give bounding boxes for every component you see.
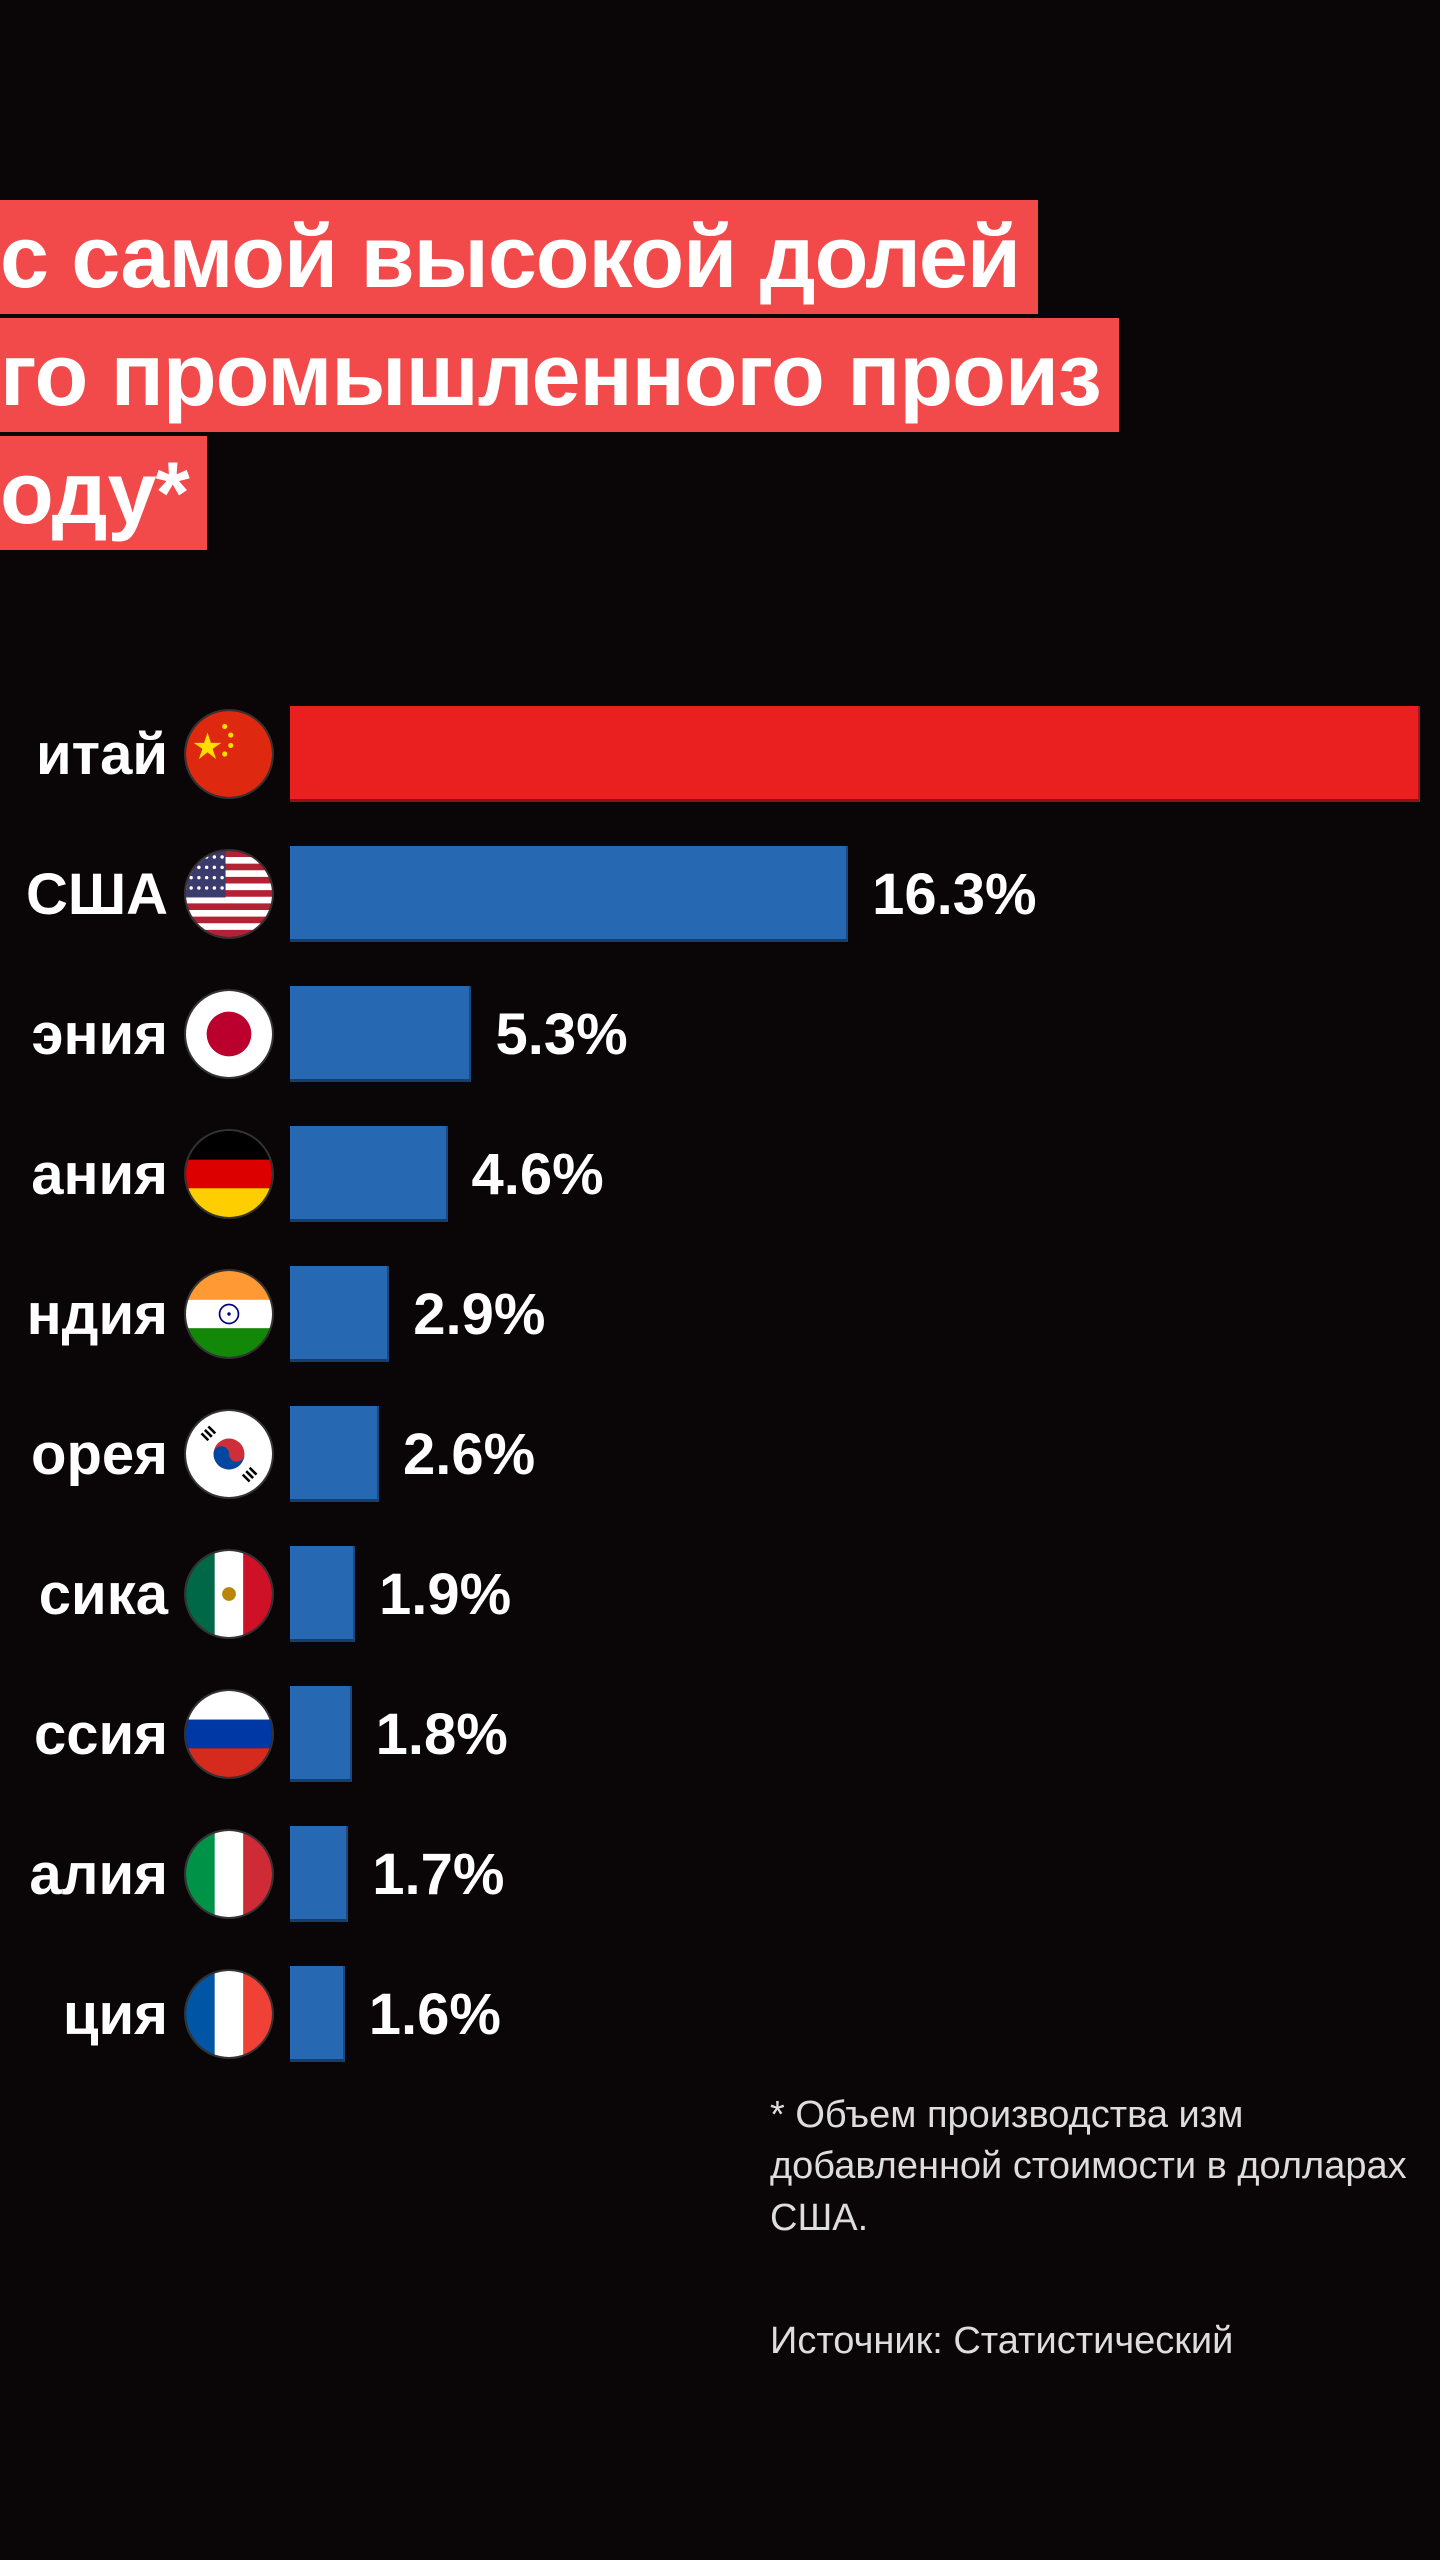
bar-area: 2.9% xyxy=(290,1260,1440,1368)
country-label: сика xyxy=(0,1561,180,1628)
bar xyxy=(290,1966,345,2062)
country-label: алия xyxy=(0,1841,180,1908)
chart-row: ания 4.6% xyxy=(0,1120,1440,1228)
bar xyxy=(290,1266,389,1362)
bar-area: 1.6% xyxy=(290,1960,1440,2068)
country-label: ания xyxy=(0,1141,180,1208)
chart-row: ссия 1.8% xyxy=(0,1680,1440,1788)
bar-area: 5.3% xyxy=(290,980,1440,1088)
flag-de-icon xyxy=(184,1129,274,1219)
country-label: эния xyxy=(0,1001,180,1068)
flag-ru-icon xyxy=(184,1689,274,1779)
title-line-1: с самой высокой долей xyxy=(0,200,1038,314)
bar xyxy=(290,1126,448,1222)
bar-area: 2.6% xyxy=(290,1400,1440,1508)
bar-area: 1.8% xyxy=(290,1680,1440,1788)
source: Источник: Статистический xyxy=(770,2320,1430,2363)
value-label: 1.8% xyxy=(376,1701,508,1768)
chart-row: ция 1.6% xyxy=(0,1960,1440,2068)
value-label: 5.3% xyxy=(495,1001,627,1068)
bar xyxy=(290,706,1420,802)
value-label: 4.6% xyxy=(472,1141,604,1208)
bar-area xyxy=(290,700,1440,808)
value-label: 2.6% xyxy=(403,1421,535,1488)
chart-row: итай xyxy=(0,700,1440,808)
footnote: * Объем производства изм добавленной сто… xyxy=(770,2090,1430,2244)
bar-chart: итай США 16.3% эния 5.3% ания 4.6% ндия 2.9% ор… xyxy=(0,700,1440,2100)
title-block: с самой высокой долей го промышленного п… xyxy=(0,200,1119,554)
flag-kr-icon xyxy=(184,1409,274,1499)
value-label: 1.9% xyxy=(379,1561,511,1628)
chart-row: сика 1.9% xyxy=(0,1540,1440,1648)
bar xyxy=(290,986,471,1082)
bar xyxy=(290,846,848,942)
bar xyxy=(290,1826,348,1922)
flag-cn-icon xyxy=(184,709,274,799)
bar-area: 1.7% xyxy=(290,1820,1440,1928)
country-label: США xyxy=(0,861,180,928)
chart-row: орея 2.6% xyxy=(0,1400,1440,1508)
flag-jp-icon xyxy=(184,989,274,1079)
infographic-page: с самой высокой долей го промышленного п… xyxy=(0,0,1440,2560)
chart-row: алия 1.7% xyxy=(0,1820,1440,1928)
flag-in-icon xyxy=(184,1269,274,1359)
country-label: орея xyxy=(0,1421,180,1488)
chart-row: ндия 2.9% xyxy=(0,1260,1440,1368)
flag-mx-icon xyxy=(184,1549,274,1639)
country-label: ция xyxy=(0,1981,180,2048)
value-label: 16.3% xyxy=(872,861,1036,928)
value-label: 1.6% xyxy=(369,1981,501,2048)
bar-area: 1.9% xyxy=(290,1540,1440,1648)
chart-row: эния 5.3% xyxy=(0,980,1440,1088)
bar xyxy=(290,1406,379,1502)
country-label: ссия xyxy=(0,1701,180,1768)
value-label: 1.7% xyxy=(372,1841,504,1908)
bar xyxy=(290,1546,355,1642)
value-label: 2.9% xyxy=(413,1281,545,1348)
flag-us-icon xyxy=(184,849,274,939)
flag-it-icon xyxy=(184,1829,274,1919)
country-label: ндия xyxy=(0,1281,180,1348)
bar xyxy=(290,1686,352,1782)
flag-fr-icon xyxy=(184,1969,274,2059)
title-line-2: го промышленного произ xyxy=(0,318,1119,432)
bar-area: 4.6% xyxy=(290,1120,1440,1228)
bar-area: 16.3% xyxy=(290,840,1440,948)
title-line-3: оду* xyxy=(0,436,207,550)
country-label: итай xyxy=(0,721,180,788)
chart-row: США 16.3% xyxy=(0,840,1440,948)
